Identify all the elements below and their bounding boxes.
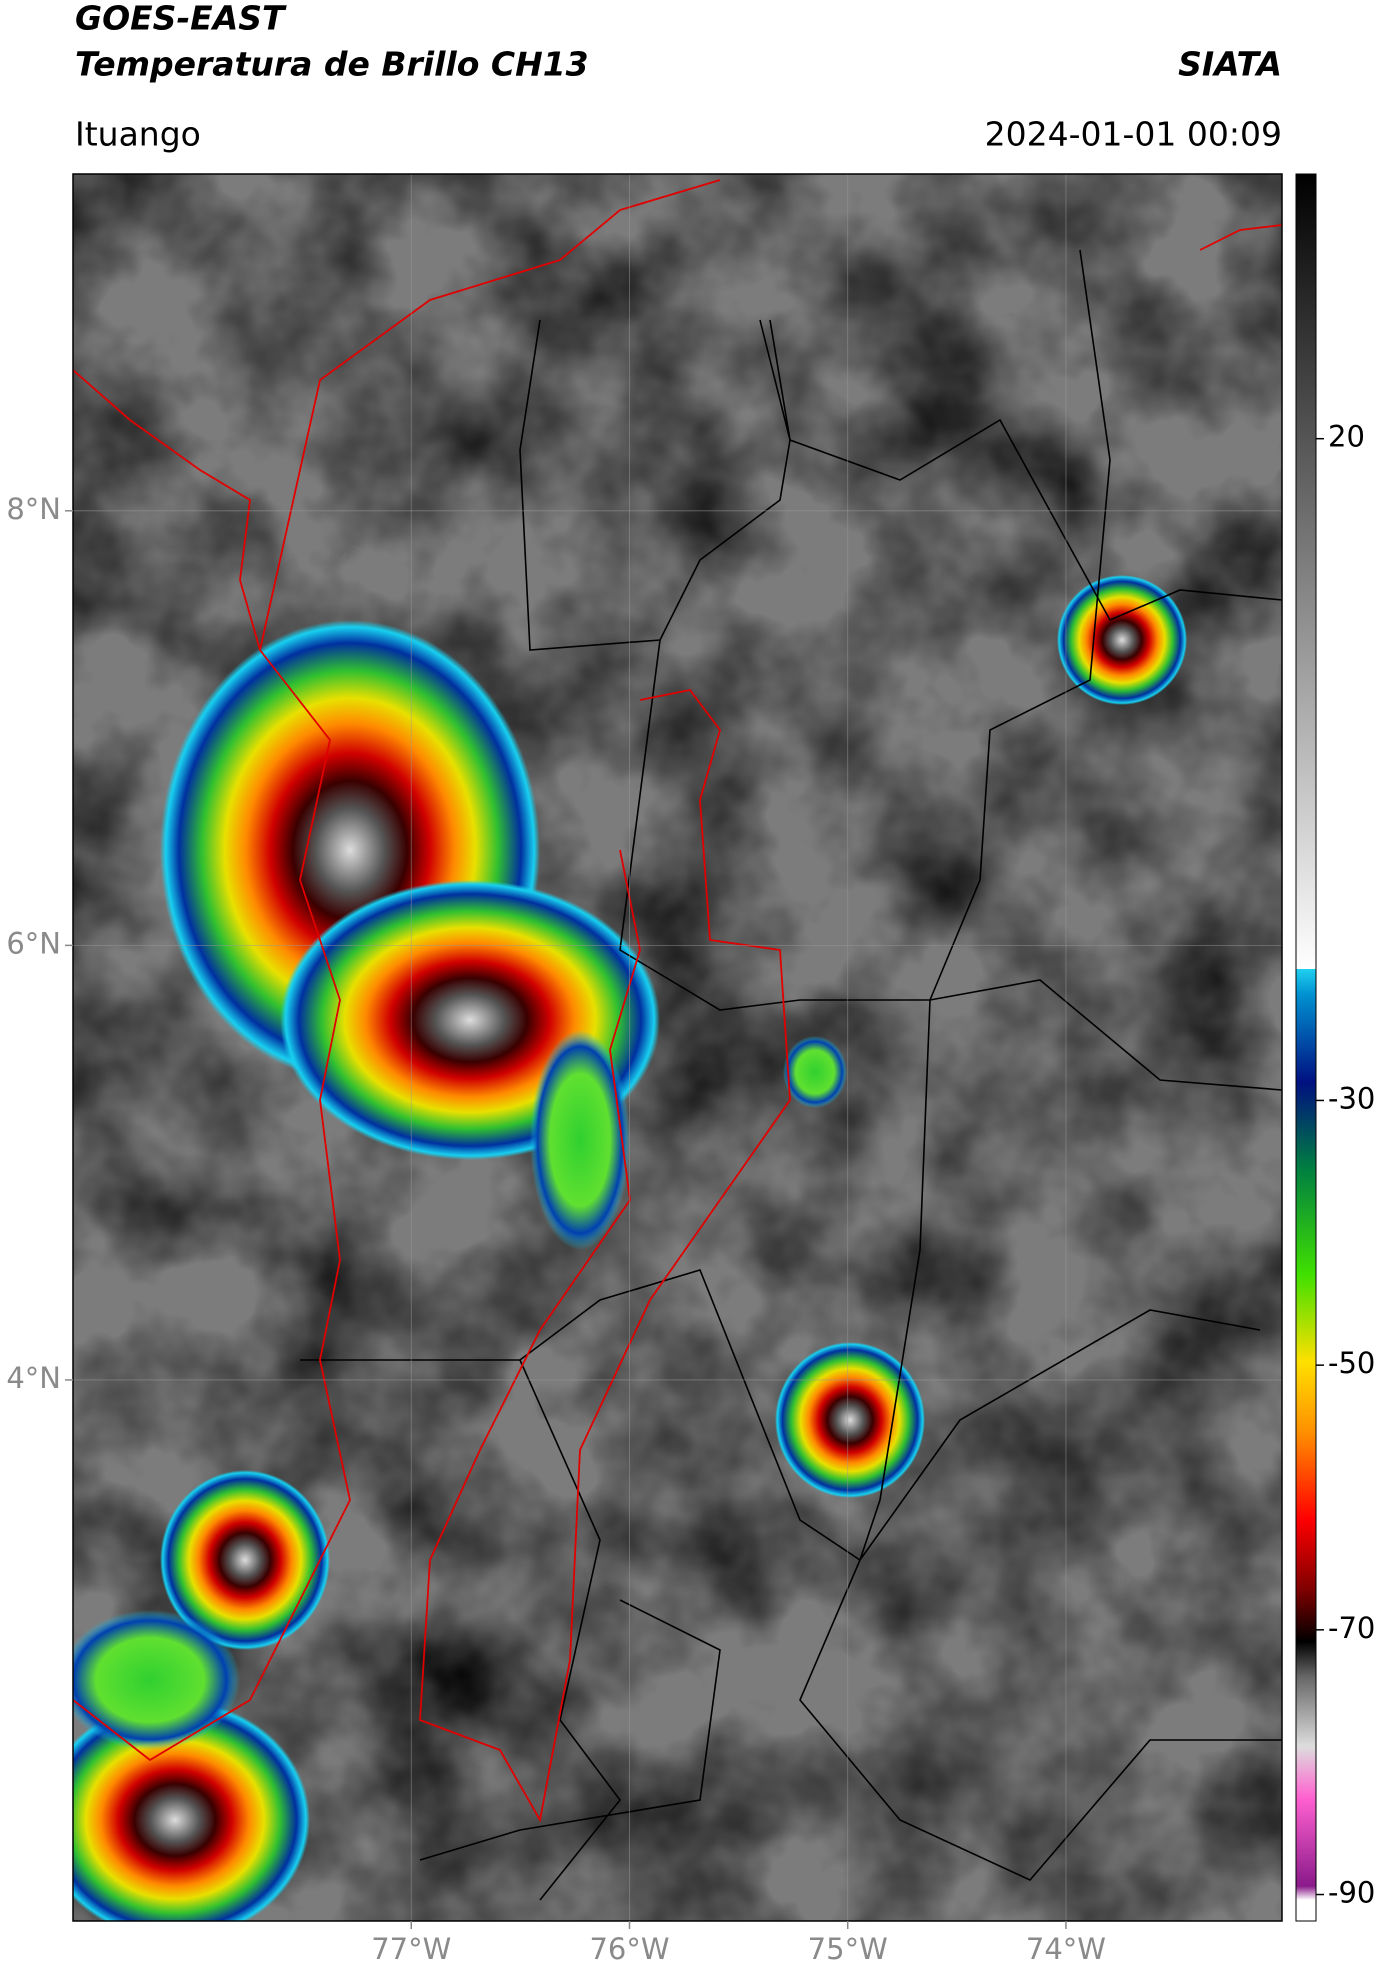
storm — [73, 1610, 240, 1750]
lat-label: 8°N — [6, 492, 61, 526]
coastline — [1199, 224, 1282, 251]
colorbar — [1295, 173, 1317, 1922]
border — [519, 1359, 622, 1901]
border — [799, 1559, 1282, 1881]
lon-label: 75°W — [808, 1932, 888, 1966]
place: Ituango — [75, 115, 201, 154]
colorbar-label: -70 — [1328, 1611, 1375, 1645]
coast-and-department — [73, 179, 1282, 1823]
storm — [160, 1470, 330, 1650]
coastline — [73, 369, 351, 1762]
colorbar-label: -30 — [1328, 1081, 1375, 1115]
lon-label: 76°W — [589, 1932, 669, 1966]
grid — [73, 174, 1282, 1921]
map-frame — [72, 173, 1283, 1922]
storm — [1057, 575, 1187, 705]
department-outline — [419, 689, 791, 1823]
colorbar-label: -50 — [1328, 1346, 1375, 1380]
storm — [775, 1342, 925, 1498]
lon-label: 74°W — [1026, 1932, 1106, 1966]
colorbar-label: 20 — [1328, 420, 1365, 454]
lat-label: 6°N — [6, 926, 61, 960]
storm — [530, 1030, 630, 1250]
title: GOES-EAST — [75, 0, 287, 38]
storm — [783, 1036, 847, 1108]
border — [519, 319, 791, 651]
border — [859, 249, 1111, 1561]
map-area — [73, 174, 1282, 1921]
lon-label: 77°W — [371, 1932, 451, 1966]
border — [769, 319, 1282, 622]
border — [419, 1599, 721, 1861]
lat-label: 4°N — [6, 1361, 61, 1395]
storm — [73, 1700, 310, 1921]
datetime: 2024-01-01 00:09 — [985, 115, 1282, 154]
coastline — [259, 179, 721, 651]
subtitle: Temperatura de Brillo CH13 — [75, 45, 589, 84]
storms — [73, 575, 1187, 1921]
source: SIATA — [1178, 45, 1282, 84]
colorbar-label: -90 — [1328, 1876, 1375, 1910]
border — [300, 1269, 1261, 1562]
